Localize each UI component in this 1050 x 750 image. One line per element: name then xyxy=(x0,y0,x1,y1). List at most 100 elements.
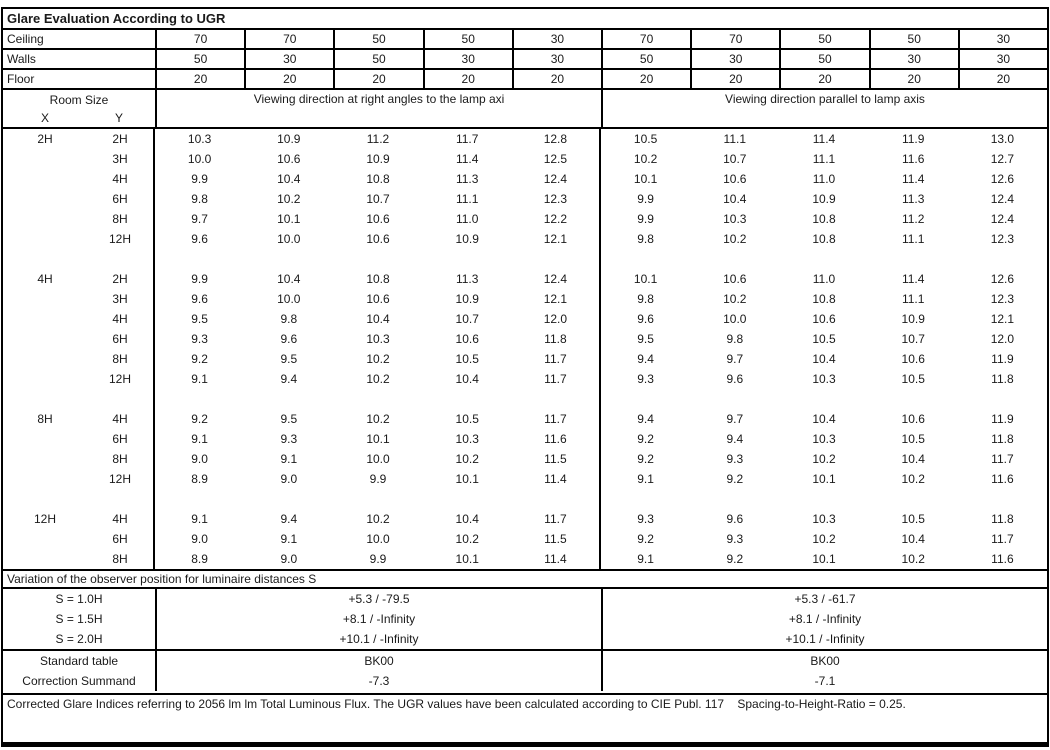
reflectance-value: 20 xyxy=(511,70,601,88)
footer-note: Corrected Glare Indices referring to 205… xyxy=(7,697,906,711)
room-y-label: 4H xyxy=(87,509,155,529)
ugr-value: 11.2 xyxy=(901,212,925,226)
ugr-value: 11.0 xyxy=(455,212,479,226)
ugr-value: 10.5 xyxy=(901,512,925,526)
ugr-value: 10.2 xyxy=(366,512,390,526)
ugr-value: 10.0 xyxy=(366,532,390,546)
ugr-value: 10.3 xyxy=(723,212,747,226)
ugr-value: 12.3 xyxy=(990,292,1015,306)
ugr-value: 10.4 xyxy=(277,272,301,286)
ugr-value: 12.1 xyxy=(990,312,1015,326)
ugr-value xyxy=(155,489,244,509)
ugr-value: 9.6 xyxy=(726,512,744,526)
reflectance-value: 20 xyxy=(155,70,244,88)
column-header-row: Room Size X Y Viewing direction at right… xyxy=(3,90,1047,129)
reflectance-value: 50 xyxy=(779,50,868,68)
summary-section: Standard table BK00 BK00 Correction Summand… xyxy=(3,649,1047,691)
s-distance-label: S = 1.5H xyxy=(55,612,103,626)
ugr-value: 9.2 xyxy=(191,412,208,426)
summary-value-left: BK00 xyxy=(155,651,601,671)
ugr-value: 9.9 xyxy=(191,272,208,286)
variation-title: Variation of the observer position for l… xyxy=(3,569,1047,589)
ugr-row: 12H 8.9 9.0 9.9 10.1 11.4 9.1 9.2 10.1 10.2 11.6 xyxy=(3,469,1047,489)
ugr-value: 11.7 xyxy=(512,349,601,369)
ugr-row: 8H 8.9 9.0 9.9 10.1 11.4 9.1 9.2 10.1 10.2 11.6 xyxy=(3,549,1047,569)
ugr-value: 11.4 xyxy=(455,152,479,166)
ugr-value: 10.0 xyxy=(277,232,301,246)
ugr-value: 10.2 xyxy=(901,472,925,486)
ugr-value: 9.0 xyxy=(191,452,208,466)
ugr-value: 9.7 xyxy=(191,212,208,226)
ugr-value: 10.1 xyxy=(812,552,836,566)
ugr-value: 10.1 xyxy=(277,212,301,226)
variation-value-left: +5.3 / -79.5 xyxy=(155,589,601,609)
room-y-label: 12H xyxy=(87,229,155,249)
reflectance-value: 20 xyxy=(333,70,422,88)
reflectance-row: Ceiling 70 70 50 50 30 70 70 50 50 30 xyxy=(3,30,1047,50)
reflectance-row-label: Walls xyxy=(7,52,36,66)
variation-row: S = 1.5H +8.1 / -Infinity +8.1 / -Infinity xyxy=(3,609,1047,629)
room-x-label xyxy=(3,349,87,369)
ugr-row-gap xyxy=(3,389,1047,409)
ugr-value: 10.7 xyxy=(366,192,390,206)
room-x-label xyxy=(3,429,87,449)
ugr-value xyxy=(512,489,601,509)
ugr-value: 11.0 xyxy=(812,272,836,286)
room-x-label xyxy=(3,289,87,309)
reflectance-value: 50 xyxy=(779,30,868,48)
ugr-value: 9.6 xyxy=(280,332,298,346)
room-y-label: 3H xyxy=(87,149,155,169)
summary-value-left: -7.3 xyxy=(155,671,601,691)
ugr-value: 10.2 xyxy=(455,452,479,466)
room-x-label xyxy=(3,529,87,549)
room-x-label: 4H xyxy=(37,272,53,286)
ugr-value: 11.1 xyxy=(723,132,747,146)
s-distance-label: S = 1.0H xyxy=(55,592,103,606)
ugr-value xyxy=(958,489,1047,509)
ugr-value: 12.1 xyxy=(512,289,601,309)
ugr-value: 10.7 xyxy=(901,332,925,346)
summary-value-right: -7.1 xyxy=(601,671,1047,691)
ugr-value: 12.4 xyxy=(990,192,1015,206)
ugr-value xyxy=(601,249,690,269)
ugr-value: 10.2 xyxy=(812,452,836,466)
reflectance-value: 50 xyxy=(600,50,690,68)
ugr-value: 9.2 xyxy=(726,552,744,566)
room-y-label xyxy=(87,249,155,269)
ugr-value: 11.0 xyxy=(812,172,836,186)
variation-value-left: +10.1 / -Infinity xyxy=(155,629,601,649)
ugr-value: 9.3 xyxy=(280,432,298,446)
reflectance-section: Ceiling 70 70 50 50 30 70 70 50 50 30 Walls 50 30 50 30… xyxy=(3,30,1047,90)
reflectance-value: 30 xyxy=(690,50,779,68)
ugr-value: 10.1 xyxy=(455,552,479,566)
room-x-label xyxy=(3,229,87,249)
room-y-label: 4H xyxy=(87,409,155,429)
reflectance-value: 30 xyxy=(244,50,333,68)
ugr-value: 9.2 xyxy=(637,452,654,466)
variation-section: S = 1.0H +5.3 / -79.5 +5.3 / -61.7 S = 1.5H… xyxy=(3,589,1047,649)
ugr-value xyxy=(244,389,333,409)
ugr-value: 10.5 xyxy=(455,412,479,426)
reflectance-value: 20 xyxy=(779,70,868,88)
ugr-value: 11.9 xyxy=(901,132,925,146)
ugr-value: 11.7 xyxy=(991,532,1014,546)
ugr-value: 9.8 xyxy=(637,232,654,246)
ugr-value: 10.6 xyxy=(277,152,301,166)
ugr-value: 9.1 xyxy=(637,472,654,486)
ugr-row: 6H 9.0 9.1 10.0 10.2 11.5 9.2 9.3 10.2 10.4 11.7 xyxy=(3,529,1047,549)
ugr-value: 10.0 xyxy=(187,152,212,166)
ugr-row: 4H 2H 9.9 10.4 10.8 11.3 12.4 10.1 10.6 11.0 11.4 1… xyxy=(3,269,1047,289)
ugr-value: 10.6 xyxy=(366,292,390,306)
reflectance-value: 70 xyxy=(600,30,690,48)
ugr-value: 11.6 xyxy=(512,429,601,449)
ugr-value: 11.7 xyxy=(455,132,479,146)
ugr-value: 12.1 xyxy=(512,229,601,249)
ugr-value: 12.6 xyxy=(990,172,1015,186)
ugr-row: 12H 9.6 10.0 10.6 10.9 12.1 9.8 10.2 10.8 11.1 12.… xyxy=(3,229,1047,249)
ugr-value: 9.5 xyxy=(280,412,298,426)
ugr-value: 9.2 xyxy=(191,352,208,366)
ugr-value: 10.4 xyxy=(812,352,836,366)
ugr-value: 10.2 xyxy=(366,372,390,386)
ugr-value: 9.4 xyxy=(637,352,654,366)
ugr-value: 10.2 xyxy=(723,232,747,246)
